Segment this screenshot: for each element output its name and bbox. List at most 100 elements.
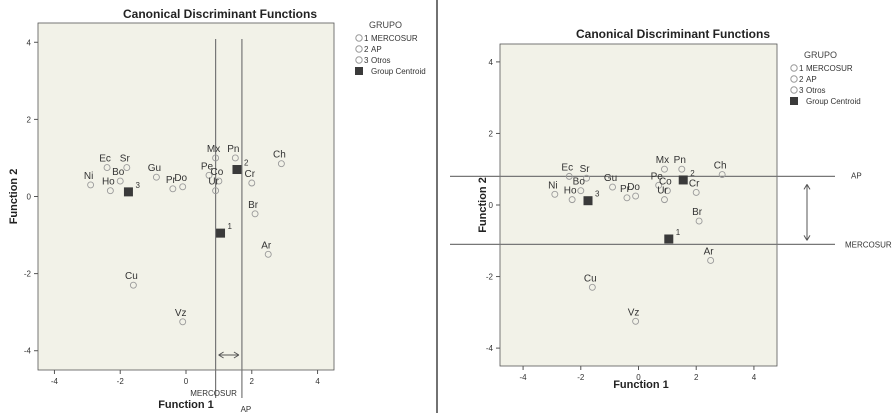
chart2-point-label-co: Co [659,177,672,188]
chart1-centroid-label-1: 1 [228,222,233,231]
chart1-legend-label-ap: AP [371,45,382,54]
chart1-boundary-label-mercosur: MERCOSUR [190,389,237,398]
chart1-point-label-cu: Cu [125,271,138,282]
chart2-point-ni [551,190,559,198]
chart1-point-co [215,177,223,185]
chart2-point-pr [623,194,631,202]
chart1-point-label-br: Br [248,200,259,211]
chart2-legend-label-otros: Otros [806,86,826,95]
chart1-point-cr [248,179,256,187]
chart2-x-axis-label: Function 1 [613,379,669,391]
chart1-legend-label-group-centroid: Group Centroid [371,67,426,76]
chart2-legend-number: 1 [799,64,804,73]
chart2-point-ec [565,172,573,180]
chart1-x-tick-label: -2 [117,377,125,386]
chart2-legend-marker-group-centroid [790,97,798,105]
chart2-distance-arrowheads [803,184,811,241]
chart1-point-ch [277,160,285,168]
chart1-x-axis-label: Function 1 [158,399,214,411]
chart1-centroid-label-3: 3 [135,181,140,190]
chart2-point-mx [661,165,668,173]
chart1-point-ec [103,164,111,172]
chart2-centroid-group-1 [664,234,674,244]
chart2-point-gu [609,183,616,191]
chart2-legend-number: 3 [799,86,804,95]
chart2-title: Canonical Discriminant Functions [576,27,770,41]
chart2-point-vz [632,317,640,325]
chart2-point-ur [661,196,668,204]
chart1-y-tick-label: 4 [27,38,32,47]
chart2-point-co [663,187,671,195]
chart1-point-label-ch: Ch [273,150,286,161]
chart2-x-tick-label: -4 [520,373,528,382]
chart1-x-tick-label: 2 [250,377,255,386]
chart1-point-ni [87,181,95,189]
chart1-boundary-label-ap: AP [241,405,252,413]
chart2-plot-area [499,43,778,367]
chart1-point-ur [212,187,220,195]
chart2-legend-marker-mercosur [790,64,798,72]
chart2-centroid-label-1: 1 [676,228,681,237]
chart1-point-label-cr: Cr [244,169,255,180]
chart1-point-ar [264,250,272,258]
chart2-point-label-ho: Ho [564,186,577,197]
chart1-x-tick-label: 4 [315,377,320,386]
chart1-point-pn [231,154,239,162]
chart1-legend-marker-ap [355,45,363,53]
chart2-point-do [632,192,640,200]
chart2-centroid-label-3: 3 [595,190,600,199]
chart1-point-label-pr: Pr [166,175,177,186]
chart2-point-label-ar: Ar [704,246,715,257]
chart1-legend-number: 2 [364,45,369,54]
chart2-boundary-label-ap: AP [851,171,862,180]
chart1-legend-label-otros: Otros [371,56,391,65]
chart1-point-label-pn: Pn [227,144,239,155]
chart1-legend-number: 3 [364,56,369,65]
chart2-point-label-ec: Ec [561,162,573,173]
chart2-point-ho [568,196,576,204]
chart1-point-mx [212,154,220,162]
chart2-y-tick-label: -2 [486,273,494,282]
chart2-y-axis-label: Function 2 [477,177,489,233]
chart1-legend-marker-group-centroid [355,67,363,75]
chart1-y-tick-label: 2 [27,115,32,124]
chart2-point-label-mx: Mx [656,155,669,166]
chart1-point-sr [123,164,131,172]
chart2-point-label-br: Br [692,207,703,218]
chart2-y-tick-label: -4 [486,344,494,353]
chart2-y-tick-label: 0 [489,201,494,210]
chart2-legend-marker-otros [790,86,798,94]
chart1-point-label-ni: Ni [84,171,93,182]
chart1-point-pr [169,185,177,193]
chart2-x-tick-label: -2 [577,373,585,382]
chart1-y-axis-label: Function 2 [8,169,20,225]
chart1-point-ho [106,187,114,195]
chart2-point-ch [718,171,726,179]
chart2-point-label-cr: Cr [689,178,700,189]
chart2-point-label-ch: Ch [714,161,727,172]
chart2-legend-title: GRUPO [804,50,837,60]
chart1-x-tick-label: 0 [184,377,189,386]
chart2-point-label-pn: Pn [674,155,686,166]
chart1-point-label-do: Do [174,173,187,184]
chart2-x-tick-label: 0 [636,373,641,382]
chart2-point-pn [678,165,686,173]
chart2-point-label-ni: Ni [548,180,557,191]
chart2-legend-label-mercosur: MERCOSUR [806,64,853,73]
chart1-point-cu [129,281,137,289]
chart2-point-label-sr: Sr [580,164,591,175]
chart2-point-label-do: Do [627,182,640,193]
chart2-point-cr [692,189,700,196]
chart2-point-ar [707,257,715,264]
chart2-point-br [695,217,703,225]
chart1-point-pe [205,171,213,179]
chart2-boundary-label-mercosur: MERCOSUR [845,240,892,249]
chart2-point-pe [655,181,663,189]
chart2-centroid-label-2: 2 [690,169,695,178]
chart1-point-do [179,183,187,191]
chart2-point-label-ur: Ur [657,186,668,197]
chart1-legend-marker-mercosur [355,34,363,42]
chart1-point-label-sr: Sr [120,154,131,165]
chart1-point-vz [179,318,187,326]
chart1-centroid-group-1 [216,228,226,238]
